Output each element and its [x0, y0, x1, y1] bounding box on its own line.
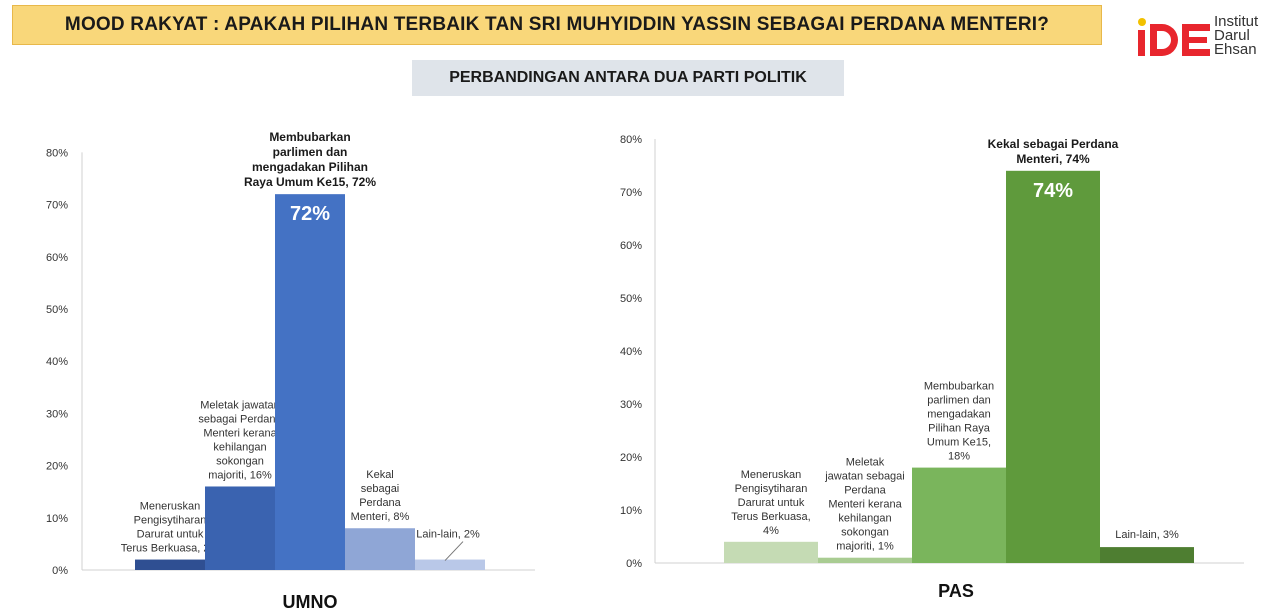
y-tick-label: 30%	[620, 399, 642, 411]
data-label: Meneruskan	[741, 469, 802, 481]
data-label: Meneruskan	[140, 501, 201, 513]
y-tick-label: 20%	[46, 461, 68, 473]
data-label: Meletak jawatan	[200, 399, 280, 411]
data-label: kehilangan	[213, 441, 266, 453]
y-tick-label: 60%	[620, 240, 642, 252]
data-label: Lain-lain, 2%	[416, 529, 480, 541]
title-bar: MOOD RAKYAT : APAKAH PILIHAN TERBAIK TAN…	[12, 5, 1102, 45]
logo-dot	[1138, 18, 1146, 26]
data-label: Membubarkan	[924, 381, 994, 393]
data-label: Pengisytiharan	[134, 515, 207, 527]
bar	[912, 467, 1006, 563]
y-tick-label: 70%	[46, 200, 68, 212]
data-label: Terus Berkuasa,	[731, 511, 810, 523]
in-bar-value: 72%	[290, 203, 330, 225]
data-label: Darurat untuk	[137, 529, 204, 541]
data-label: majoriti, 1%	[836, 541, 894, 553]
x-axis-label: UMNO	[283, 592, 338, 612]
bar	[724, 541, 818, 563]
logo-line: Darul	[1214, 27, 1250, 44]
data-label: Perdana	[359, 497, 401, 509]
bar	[275, 194, 345, 570]
data-label: Pilihan Raya	[928, 423, 991, 435]
subtitle-box: PERBANDINGAN ANTARA DUA PARTI POLITIK	[412, 60, 844, 96]
data-label: 18%	[948, 451, 970, 463]
in-bar-value: 74%	[1033, 180, 1073, 202]
data-label: kehilangan	[838, 513, 891, 525]
data-label: Kekal	[366, 469, 394, 481]
bar	[205, 486, 275, 570]
y-tick-label: 80%	[46, 147, 68, 159]
bar	[818, 557, 912, 563]
data-label: sebagai Perdana	[198, 413, 282, 425]
data-label: Menteri, 8%	[351, 511, 410, 523]
bar	[1100, 547, 1194, 563]
y-tick-label: 80%	[620, 134, 642, 146]
data-label: Darurat untuk	[738, 497, 805, 509]
y-tick-label: 30%	[46, 408, 68, 420]
data-label: Terus Berkuasa, 2%	[121, 543, 220, 555]
data-label: sebagai	[361, 483, 400, 495]
y-tick-label: 0%	[52, 565, 68, 577]
y-tick-label: 40%	[620, 346, 642, 358]
data-label: Raya Umum Ke15, 72%	[244, 175, 376, 189]
y-tick-label: 50%	[46, 304, 68, 316]
bar	[345, 528, 415, 570]
data-label: sokongan	[841, 527, 889, 539]
data-label: Umum Ke15,	[927, 437, 991, 449]
data-label: parlimen dan	[273, 145, 348, 159]
y-tick-label: 10%	[46, 513, 68, 525]
bar	[1006, 170, 1100, 564]
y-tick-label: 70%	[620, 187, 642, 199]
y-tick-label: 20%	[620, 452, 642, 464]
logo-letter-d	[1150, 24, 1178, 56]
data-label: mengadakan	[927, 409, 991, 421]
data-label: Menteri kerana	[203, 427, 277, 439]
data-label: Kekal sebagai Perdana	[988, 137, 1119, 151]
logo-text: Institut Darul Ehsan	[1214, 13, 1259, 58]
logo-line: Institut	[1214, 13, 1259, 30]
page-title: MOOD RAKYAT : APAKAH PILIHAN TERBAIK TAN…	[64, 14, 1050, 35]
subtitle: PERBANDINGAN ANTARA DUA PARTI POLITIK	[449, 69, 807, 86]
data-label: parlimen dan	[927, 395, 991, 407]
logo-line: Ehsan	[1214, 41, 1257, 58]
leader-line	[444, 541, 464, 561]
y-tick-label: 40%	[46, 356, 68, 368]
data-label: mengadakan Pilihan	[252, 160, 368, 174]
data-label: Menteri kerana	[828, 499, 902, 511]
y-tick-label: 60%	[46, 252, 68, 264]
data-label: Lain-lain, 3%	[1115, 529, 1179, 541]
data-label: jawatan sebagai	[824, 471, 905, 483]
data-label: Membubarkan	[269, 130, 350, 144]
data-label: Meletak	[846, 457, 885, 469]
logo-letter-i	[1138, 30, 1145, 56]
bar	[415, 559, 485, 570]
y-tick-label: 0%	[626, 558, 642, 570]
y-tick-label: 50%	[620, 293, 642, 305]
data-label: majoriti, 16%	[208, 469, 272, 481]
data-label: Menteri, 74%	[1016, 152, 1090, 166]
data-label: Pengisytiharan	[735, 483, 808, 495]
logo-letter-e	[1182, 24, 1210, 56]
data-label: 4%	[763, 525, 779, 537]
data-label: Perdana	[844, 485, 886, 497]
x-axis-label: PAS	[938, 581, 974, 601]
y-tick-label: 10%	[620, 505, 642, 517]
institute-logo	[1138, 18, 1210, 56]
data-label: sokongan	[216, 455, 264, 467]
bar	[135, 559, 205, 570]
